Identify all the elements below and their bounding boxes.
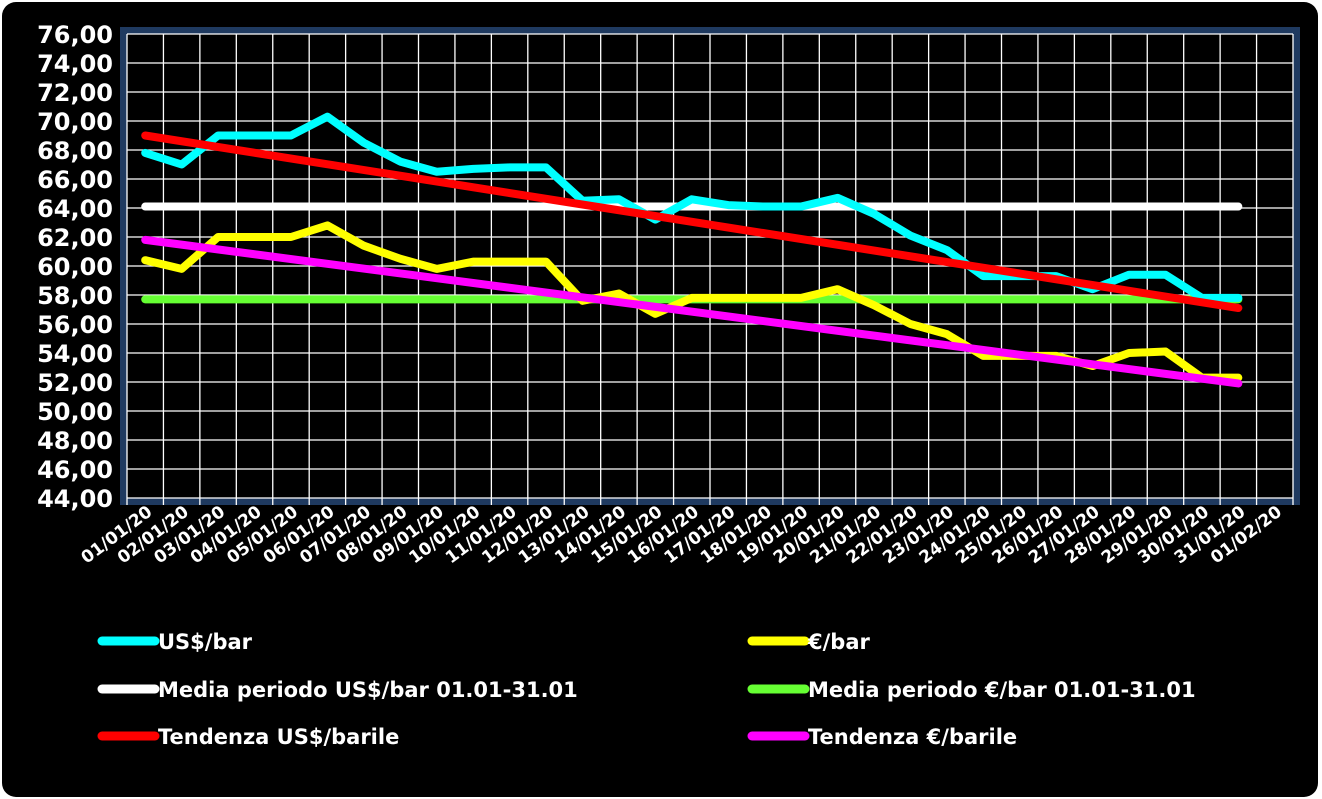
series-usd-trend-line — [141, 131, 1243, 313]
y-tick-label: 46,00 — [37, 456, 113, 484]
y-tick-label: 74,00 — [37, 50, 113, 78]
y-tick-label: 76,00 — [37, 21, 113, 49]
series-eur-trend-line — [141, 235, 1243, 388]
y-tick-label: 54,00 — [37, 340, 113, 368]
y-tick-label: 58,00 — [37, 282, 113, 310]
legend: US$/bar €/bar Media periodo US$/bar 01.0… — [97, 630, 1196, 749]
y-tick-label: 52,00 — [37, 369, 113, 397]
y-tick-label: 62,00 — [37, 224, 113, 252]
series-lines — [141, 112, 1243, 388]
y-tick-label: 68,00 — [37, 137, 113, 165]
y-tick-label: 50,00 — [37, 398, 113, 426]
legend-label-eur: €/bar — [807, 630, 870, 654]
legend-label-eur-mean: Media periodo €/bar 01.01-31.01 — [808, 678, 1196, 702]
y-tick-label: 66,00 — [37, 166, 113, 194]
y-tick-label: 56,00 — [37, 311, 113, 339]
y-tick-label: 72,00 — [37, 79, 113, 107]
y-tick-label: 60,00 — [37, 253, 113, 281]
y-tick-label: 44,00 — [37, 485, 113, 513]
legend-label-usd-trend: Tendenza US$/barile — [158, 725, 399, 749]
y-tick-label: 64,00 — [37, 195, 113, 223]
legend-label-eur-trend: Tendenza €/barile — [808, 725, 1017, 749]
y-tick-label: 48,00 — [37, 427, 113, 455]
legend-label-usd: US$/bar — [158, 630, 253, 654]
y-tick-label: 70,00 — [37, 108, 113, 136]
x-axis-ticks: 01/01/2002/01/2003/01/2004/01/2005/01/20… — [78, 498, 1294, 568]
y-axis-ticks: 44,0046,0048,0050,0052,0054,0056,0058,00… — [37, 21, 113, 513]
legend-label-usd-mean: Media periodo US$/bar 01.01-31.01 — [158, 678, 578, 702]
